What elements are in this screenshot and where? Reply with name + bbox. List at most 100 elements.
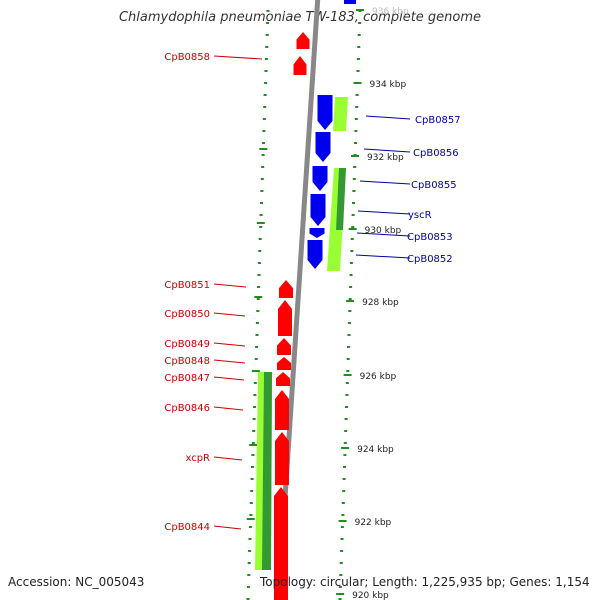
gene-CpB0857 <box>317 95 333 130</box>
scale-tick <box>264 58 268 60</box>
scale-tick <box>246 586 250 588</box>
gene-label: CpB0851 <box>164 280 210 291</box>
scale-tick <box>254 358 258 360</box>
gene-label: xcpR <box>185 453 210 464</box>
scale-tick <box>352 202 355 204</box>
gene-label: CpB0846 <box>164 403 210 414</box>
scale-tick <box>262 118 266 120</box>
gene-CpB0849 <box>277 338 291 355</box>
gene-label: CpB0852 <box>407 254 453 265</box>
gene-label: CpB0849 <box>164 339 210 350</box>
scale-tick <box>258 238 262 240</box>
scale-tick <box>340 526 344 528</box>
scale-tick <box>250 478 254 480</box>
scale-tick <box>340 550 344 552</box>
scale-tick <box>265 46 269 48</box>
scale-tick <box>247 574 251 576</box>
ruler-label: 932 kbp <box>367 153 404 163</box>
ruler-tick <box>338 520 347 522</box>
ruler-tick <box>348 228 357 230</box>
gene-partial-top <box>344 0 356 4</box>
scale-tick <box>345 406 348 408</box>
scale-tick <box>356 58 360 60</box>
scale-tick <box>354 118 358 120</box>
scale-tick <box>350 250 354 252</box>
gene-CpB0848 <box>277 357 291 370</box>
scale-tick <box>352 178 356 180</box>
scale-tick <box>341 502 345 504</box>
scale-tick <box>255 346 259 348</box>
scale-tick <box>351 226 355 228</box>
gene-xcpR <box>275 432 289 485</box>
scale-tick <box>266 22 270 24</box>
scale-tick <box>247 562 251 564</box>
gene-label: CpB0858 <box>164 52 210 63</box>
gene-label: CpB0848 <box>164 356 210 367</box>
scale-major-tick <box>246 518 255 520</box>
scale-tick <box>339 562 343 564</box>
scale-tick <box>346 370 350 372</box>
label-leader <box>213 456 243 461</box>
scale-tick <box>342 490 346 492</box>
gene-label: CpB0855 <box>411 180 457 191</box>
label-leader <box>213 406 244 411</box>
scale-tick <box>352 190 356 192</box>
gene-label: CpB0853 <box>407 232 453 243</box>
ruler-label: 934 kbp <box>370 80 407 90</box>
label-leader <box>213 312 246 317</box>
scale-tick <box>350 238 354 240</box>
gene-partial <box>296 32 310 49</box>
scale-tick <box>260 178 264 180</box>
ruler-tick <box>336 593 345 595</box>
scale-tick <box>248 526 252 528</box>
scale-tick <box>347 346 351 348</box>
scale-tick <box>251 454 255 456</box>
label-leader <box>363 148 411 153</box>
scale-tick <box>257 286 261 288</box>
scale-tick <box>347 334 351 336</box>
label-leader <box>213 376 245 381</box>
ruler-label: 930 kbp <box>365 226 402 236</box>
ruler-tick <box>351 155 359 157</box>
scale-tick <box>262 142 265 144</box>
scale-tick <box>343 466 346 468</box>
gene-label: CpB0850 <box>164 309 210 320</box>
scale-tick <box>340 538 344 540</box>
ruler-label: 926 kbp <box>360 372 397 382</box>
scale-tick <box>249 502 253 504</box>
scale-tick <box>339 574 343 576</box>
scale-tick <box>264 82 268 84</box>
label-leader <box>365 115 411 120</box>
scale-major-tick <box>259 148 268 150</box>
scale-tick <box>348 310 352 312</box>
scale-tick <box>343 442 347 444</box>
gene-CpB0844 <box>274 487 288 600</box>
scale-tick <box>343 454 347 456</box>
ruler-tick <box>346 300 355 302</box>
scale-tick <box>346 358 350 360</box>
scale-tick <box>261 154 265 156</box>
gene-label: CpB0857 <box>415 115 461 126</box>
scale-tick <box>250 490 254 492</box>
operon-bar <box>262 372 272 570</box>
gene-CpB0853 <box>309 228 325 238</box>
scale-tick <box>264 70 268 72</box>
ruler-tick <box>353 82 362 84</box>
scale-major-tick <box>256 222 265 224</box>
gene-label: CpB0847 <box>164 373 210 384</box>
scale-tick <box>262 130 266 132</box>
accession-text: Accession: NC_005043 <box>8 575 145 589</box>
scale-tick <box>260 190 264 192</box>
scale-tick <box>338 586 342 588</box>
ruler-label: 920 kbp <box>352 591 389 600</box>
scale-tick <box>252 418 256 420</box>
scale-tick <box>255 334 259 336</box>
ruler-label: 936 kbp <box>372 7 409 17</box>
gene-CpB0851 <box>279 280 293 298</box>
scale-tick <box>255 322 259 324</box>
scale-tick <box>358 22 362 24</box>
scale-tick <box>355 94 359 96</box>
ruler-tick <box>341 447 350 449</box>
label-leader <box>355 254 411 259</box>
